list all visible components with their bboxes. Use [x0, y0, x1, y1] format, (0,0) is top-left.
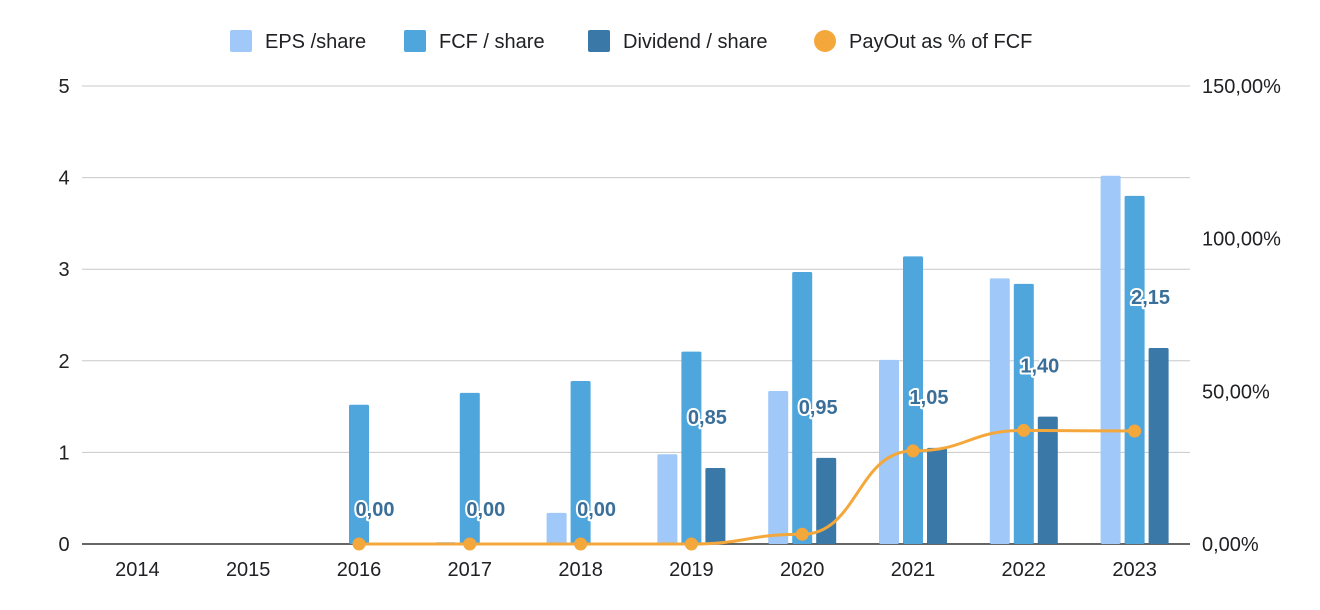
payout-point — [1128, 424, 1142, 438]
data-label: 2,15 — [1131, 287, 1170, 309]
x-tick-label: 2017 — [448, 559, 493, 581]
data-labels: 0,00 0,00 0,00 0,85 0,95 1,05 1,40 2,15 — [354, 285, 1173, 523]
bar — [1148, 347, 1169, 544]
payout-point — [1017, 423, 1031, 437]
legend-marker — [588, 30, 610, 52]
legend-marker — [814, 30, 836, 52]
bar — [1124, 195, 1145, 545]
right-tick-label: 100,00% — [1202, 229, 1281, 251]
x-tick-label: 2015 — [226, 559, 271, 581]
left-tick-label: 4 — [58, 168, 69, 190]
bar — [768, 391, 789, 544]
right-tick-label: 150,00% — [1202, 76, 1281, 98]
x-tick-label: 2016 — [337, 559, 382, 581]
data-label: 0,95 — [799, 397, 838, 419]
bar — [927, 447, 947, 544]
x-tick-label: 2023 — [1112, 559, 1157, 581]
x-tick-label: 2014 — [115, 559, 160, 581]
bar — [879, 359, 899, 544]
right-tick-label: 50,00% — [1202, 381, 1270, 403]
legend-label: FCF / share — [439, 31, 545, 53]
bar — [903, 256, 923, 544]
payout-point — [352, 537, 366, 551]
x-tick-label: 2021 — [891, 559, 936, 581]
left-tick-label: 3 — [58, 259, 69, 281]
bar — [681, 351, 702, 544]
x-tick-label: 2018 — [558, 559, 603, 581]
legend-label: PayOut as % of FCF — [849, 31, 1032, 53]
bar — [349, 404, 369, 544]
left-tick-label: 1 — [58, 442, 69, 464]
data-label: 0,85 — [688, 407, 727, 429]
payout-point — [463, 537, 477, 551]
data-label: 0,00 — [356, 499, 395, 521]
data-label: 1,40 — [1020, 356, 1059, 378]
legend-marker — [230, 30, 252, 52]
bar-series — [349, 175, 1169, 545]
left-tick-label: 2 — [58, 351, 69, 373]
x-axis: 2014 2015 2016 2017 2018 2019 2020 2021 2022 2023 — [115, 559, 1157, 581]
bar — [705, 467, 726, 544]
payout-point — [684, 537, 698, 551]
bar — [1037, 416, 1058, 544]
bar — [657, 454, 678, 544]
bar — [816, 457, 837, 544]
data-label: 1,05 — [910, 387, 949, 409]
bar — [570, 380, 591, 544]
bar — [459, 392, 480, 544]
legend-label: Dividend / share — [623, 31, 768, 53]
right-y-axis: 0,00% 50,00% 100,00% 150,00% — [1202, 76, 1281, 556]
payout-point — [795, 527, 809, 541]
left-tick-label: 0 — [58, 534, 69, 556]
legend: EPS /share FCF / share Dividend / share Pay… — [230, 30, 1032, 53]
left-tick-label: 5 — [58, 76, 69, 98]
bar — [546, 512, 567, 544]
x-tick-label: 2020 — [780, 559, 825, 581]
payout-point — [574, 537, 588, 551]
left-y-axis: 0 1 2 3 4 5 — [58, 76, 69, 556]
legend-marker — [404, 30, 426, 52]
payout-line-series — [352, 423, 1142, 551]
legend-label: EPS /share — [265, 31, 366, 53]
payout-line — [359, 428, 1135, 546]
bar — [989, 278, 1010, 544]
data-label: 0,00 — [577, 499, 616, 521]
x-tick-label: 2022 — [1002, 559, 1047, 581]
bar — [792, 271, 813, 544]
right-tick-label: 0,00% — [1202, 534, 1259, 556]
x-tick-label: 2019 — [669, 559, 714, 581]
payout-point — [906, 444, 920, 458]
data-label: 0,00 — [466, 499, 505, 521]
bar — [1100, 175, 1121, 544]
bar — [1013, 283, 1034, 544]
